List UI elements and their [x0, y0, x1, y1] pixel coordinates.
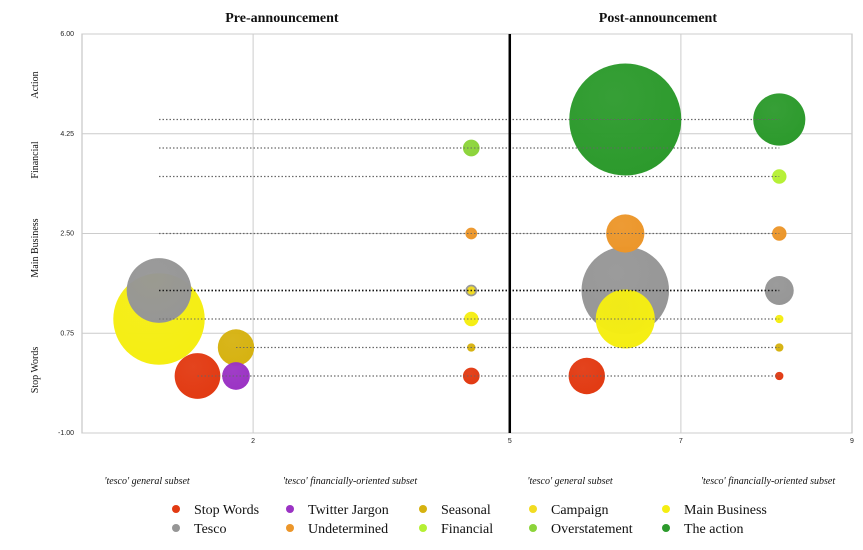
legend-swatch — [529, 505, 537, 513]
bubble-undetermined — [772, 226, 787, 241]
y-category-label: Stop Words — [30, 347, 41, 394]
x-subset-label: 'tesco' general subset — [527, 476, 613, 487]
panel-title-post: Post-announcement — [599, 11, 718, 26]
panel-title-pre: Pre-announcement — [225, 11, 339, 26]
x-tick-label: 7 — [679, 438, 683, 445]
legend-swatch — [286, 505, 294, 513]
x-subset-label: 'tesco' general subset — [104, 476, 190, 487]
bubble-financial — [772, 169, 787, 184]
x-subset-label: 'tesco' financially-oriented subset — [283, 476, 417, 487]
legend-label: Overstatement — [551, 522, 633, 537]
legend-swatch — [662, 524, 670, 532]
y-category-label: Financial — [30, 141, 41, 178]
legend-swatch — [419, 524, 427, 532]
dotted-guide-lines — [159, 118, 780, 377]
legend-swatch — [529, 524, 537, 532]
legend-label: Stop Words — [194, 503, 259, 518]
y-category-label: Action — [30, 71, 41, 98]
y-tick-label: 4.25 — [60, 131, 74, 138]
x-tick-label: 5 — [508, 438, 512, 445]
legend-label: Twitter Jargon — [308, 503, 389, 518]
legend-label: Undetermined — [308, 522, 388, 537]
y-tick-label: 2.50 — [60, 231, 74, 238]
legend-label: Seasonal — [441, 503, 491, 518]
x-subset-label: 'tesco' financially-oriented subset — [701, 476, 835, 487]
legend-swatch — [662, 505, 670, 513]
legend-label: Campaign — [551, 503, 609, 518]
legend-swatch — [172, 505, 180, 513]
y-tick-label: 0.75 — [60, 330, 74, 337]
legend-swatch — [172, 524, 180, 532]
x-tick-label: 2 — [251, 438, 255, 445]
legend-label: Tesco — [194, 522, 226, 537]
legend-swatch — [419, 505, 427, 513]
x-tick-label: 9 — [850, 438, 854, 445]
y-tick-label: 6.00 — [60, 31, 74, 38]
legend-label: Main Business — [684, 503, 767, 518]
bubble-layer — [113, 63, 806, 399]
legend: Stop Words Twitter Jargon Seasonal Campaign… — [172, 503, 767, 537]
legend-label: Financial — [441, 522, 493, 537]
label-layer: Pre-announcement Post-announcement Action F… — [30, 11, 835, 487]
axis-layer: -1.00 0.75 2.50 4.25 6.00 2 5 7 9 — [58, 31, 854, 445]
y-category-label: Main Business — [30, 218, 41, 277]
y-tick-label: -1.00 — [58, 430, 74, 437]
legend-swatch — [286, 524, 294, 532]
legend-label: The action — [684, 522, 743, 537]
